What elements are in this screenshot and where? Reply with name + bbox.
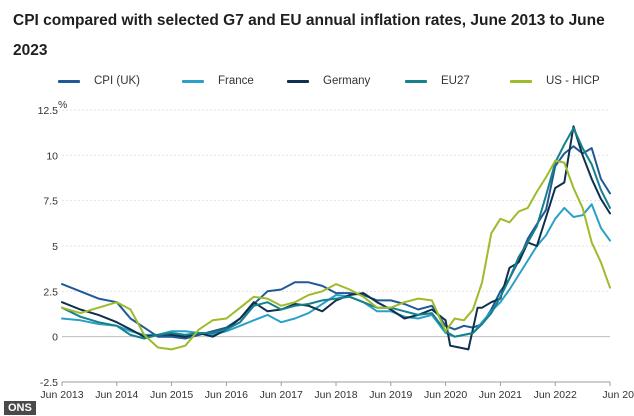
- legend-item: EU27: [405, 73, 470, 89]
- legend-swatch: [182, 79, 204, 83]
- gridlines: [62, 109, 610, 383]
- legend-swatch: [58, 79, 80, 83]
- y-tick-label: 0: [52, 332, 58, 344]
- x-tick-label: Jun 2023: [602, 389, 634, 401]
- legend-swatch: [405, 79, 427, 83]
- legend-label: France: [218, 75, 254, 87]
- legend-swatch: [287, 79, 309, 83]
- legend-label: CPI (UK): [94, 75, 140, 87]
- x-tick-label: Jun 2016: [205, 389, 248, 401]
- y-axis-label: %: [58, 99, 67, 111]
- legend-item: Germany: [287, 73, 370, 89]
- legend-item: US - HICP: [510, 73, 600, 89]
- x-tick-label: Jun 2017: [260, 389, 303, 401]
- x-tick-label: Jun 2018: [314, 389, 357, 401]
- series-line-cpi-uk: [61, 145, 611, 340]
- series-line-france: [61, 203, 611, 338]
- series-line-eu27: [61, 127, 611, 340]
- legend-swatch: [510, 79, 532, 83]
- y-tick-label: 12.5: [38, 105, 59, 117]
- x-tick-label: Jun 2019: [369, 389, 412, 401]
- y-tick-label: -2.5: [40, 377, 58, 389]
- x-axis-ticks: Jun 2013 Jun 2014 Jun 2015 Jun 2016 Jun 2017…: [40, 381, 634, 401]
- series-line-us-hicp: [61, 159, 611, 351]
- legend-item: CPI (UK): [58, 73, 140, 89]
- x-tick-label: Jun 2022: [534, 389, 577, 401]
- legend-label: US - HICP: [546, 75, 600, 87]
- x-tick-label: Jun 2014: [95, 389, 138, 401]
- chart-title: CPI compared with selected G7 and EU ann…: [13, 12, 605, 59]
- series-line-germany: [61, 125, 611, 351]
- y-tick-label: 5: [52, 241, 58, 253]
- y-axis-ticks: -2.5 0 2.5 5 7.5 10 12.5: [38, 105, 59, 389]
- legend-label: EU27: [441, 75, 470, 87]
- y-tick-label: 10: [46, 150, 58, 162]
- legend-item: France: [182, 73, 254, 89]
- x-tick-label: Jun 2021: [479, 389, 522, 401]
- series-lines: [61, 125, 611, 351]
- x-tick-label: Jun 2020: [424, 389, 467, 401]
- x-tick-label: Jun 2013: [40, 389, 83, 401]
- legend: CPI (UK) France Germany EU27 US - HICP: [58, 73, 628, 89]
- y-tick-label: 2.5: [43, 286, 58, 298]
- legend-label: Germany: [323, 75, 371, 87]
- y-tick-label: 7.5: [43, 196, 58, 208]
- source-badge: ONS: [4, 401, 36, 415]
- x-tick-label: Jun 2015: [150, 389, 193, 401]
